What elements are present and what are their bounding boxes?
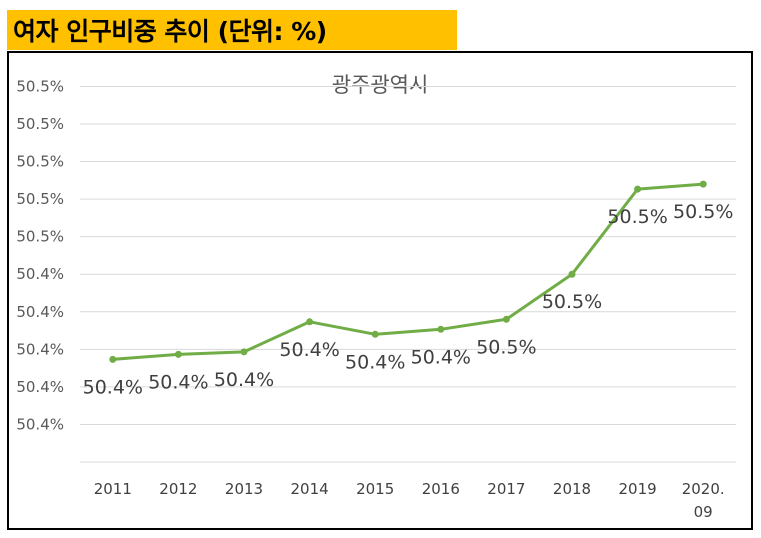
x-tick-label: 2013 — [225, 480, 263, 498]
series-line — [112, 182, 704, 361]
data-point — [634, 185, 642, 193]
y-tick-label: 50.5% — [16, 115, 64, 133]
data-label: 50.5% — [607, 206, 667, 228]
data-point — [174, 350, 182, 358]
x-tick-label: 2015 — [356, 480, 394, 498]
y-tick-label: 50.4% — [16, 378, 64, 396]
data-label: 50.4% — [411, 346, 471, 368]
data-point — [437, 325, 445, 333]
data-point — [699, 180, 707, 188]
x-tick-label: 2014 — [291, 480, 329, 498]
data-point — [240, 348, 248, 356]
title-banner: 여자 인구비중 추이 (단위: %) — [7, 10, 457, 50]
x-tick-label: 2017 — [487, 480, 525, 498]
x-tick-label: 09 — [694, 503, 713, 521]
data-label: 50.4% — [83, 376, 143, 398]
y-tick-label: 50.5% — [16, 228, 64, 246]
page-title: 여자 인구비중 추이 (단위: %) — [13, 17, 327, 46]
chart-title: 광주광역시 — [332, 73, 429, 97]
x-tick-label: 2020. — [682, 480, 725, 498]
y-tick-label: 50.5% — [16, 153, 64, 171]
x-axis-ticks: 2011 2012 2013 2014 2015 2016 2017 2018 2019 2020… — [94, 480, 725, 521]
data-label: 50.5% — [542, 291, 602, 313]
y-tick-label: 50.4% — [16, 303, 64, 321]
chart-frame — [7, 51, 753, 530]
x-tick-label: 2016 — [422, 480, 460, 498]
y-tick-label: 50.4% — [16, 415, 64, 433]
x-tick-label: 2018 — [553, 480, 591, 498]
x-tick-label: 2011 — [94, 480, 132, 498]
x-tick-label: 2012 — [159, 480, 197, 498]
data-point — [371, 330, 379, 338]
data-label: 50.4% — [148, 371, 208, 393]
data-label: 50.4% — [345, 351, 405, 373]
data-point — [568, 270, 576, 278]
data-label: 50.5% — [673, 201, 733, 223]
y-tick-label: 50.4% — [16, 265, 64, 283]
series-layer — [109, 180, 707, 363]
y-tick-label: 50.5% — [16, 190, 64, 208]
data-label: 50.5% — [476, 336, 536, 358]
data-label: 50.4% — [214, 369, 274, 391]
y-tick-label: 50.5% — [16, 77, 64, 95]
data-point — [306, 318, 314, 326]
data-point — [109, 355, 117, 363]
data-label: 50.4% — [279, 339, 339, 361]
x-tick-label: 2019 — [619, 480, 657, 498]
y-axis-ticks: 50.4% 50.4% 50.4% 50.4% 50.4% 50.5% 50.5% 50.5%… — [16, 77, 64, 433]
data-point — [502, 315, 510, 323]
data-labels: 50.4% 50.4% 50.4%50.4%50.4% 50.4% 50.5%50.5%… — [83, 201, 734, 398]
y-tick-label: 50.4% — [16, 340, 64, 358]
gridlines — [80, 85, 736, 463]
